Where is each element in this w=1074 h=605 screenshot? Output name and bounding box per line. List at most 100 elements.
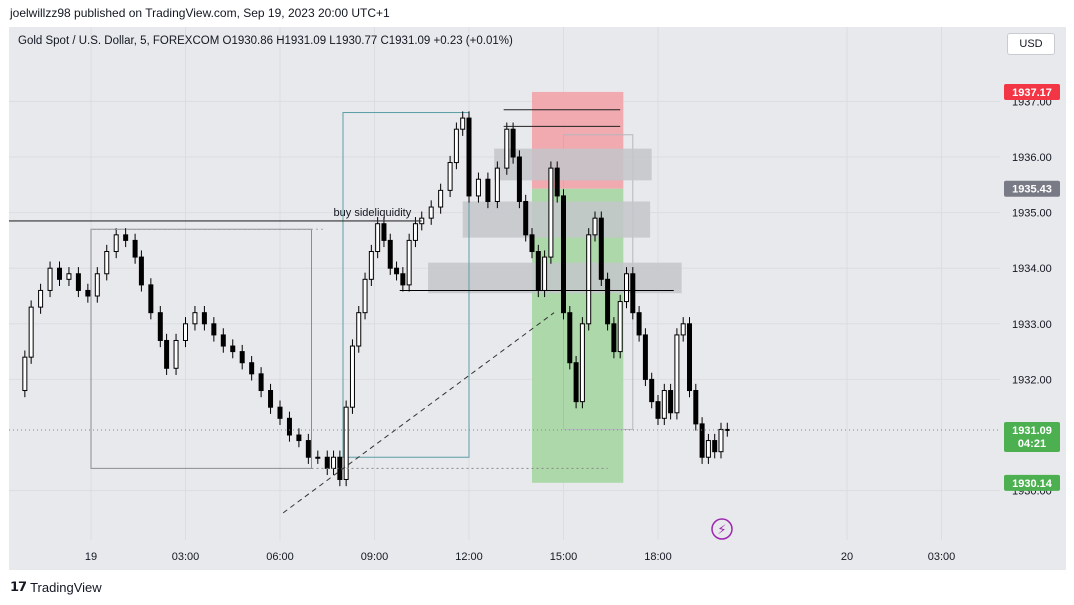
y-tick-label: 1935.00: [1012, 208, 1052, 220]
candle-body: [567, 312, 573, 364]
candle-body: [510, 128, 516, 158]
candle-body: [201, 312, 207, 325]
x-tick-label: 15:00: [550, 551, 578, 563]
candle-body: [57, 267, 62, 280]
candle-body: [617, 301, 623, 353]
candle-body: [94, 273, 100, 297]
candle-body: [268, 390, 274, 408]
candle-body: [712, 440, 718, 453]
lightning-icon: [711, 518, 733, 540]
dashed-trendline: [282, 312, 555, 514]
y-tick-label: 1932.00: [1012, 374, 1052, 386]
candle-body: [674, 334, 680, 414]
x-tick-label: 03:00: [928, 551, 956, 563]
candle-body: [630, 273, 636, 314]
candle-body: [554, 167, 560, 197]
candle-body: [561, 195, 566, 314]
candle-body: [85, 289, 91, 297]
candle-body: [438, 189, 444, 208]
candle-body: [611, 323, 617, 353]
grey-box-3: [428, 262, 682, 294]
candle-body: [362, 278, 368, 314]
time-axis: 19 03:00 06:00 09:00 12:00 15:00 18:00 20 03:00: [85, 551, 955, 563]
candle-body: [605, 278, 611, 325]
candle-body: [286, 417, 292, 436]
candle-body: [394, 267, 400, 275]
candle-body: [447, 162, 453, 191]
y-tick-label: 1934.00: [1012, 263, 1052, 275]
y-tick-label: 1936.00: [1012, 152, 1052, 164]
candle-body: [132, 239, 138, 258]
candle-body: [705, 440, 711, 458]
candle-body: [466, 117, 472, 197]
candle-body: [475, 178, 481, 197]
candle-body: [687, 323, 692, 392]
price-tag-bg: [1004, 421, 1060, 452]
x-tick-label: 03:00: [172, 551, 200, 563]
candle-body: [624, 273, 629, 303]
candle-body: [655, 401, 661, 419]
candle-body: [504, 128, 510, 169]
tradingview-logo-icon: 𝟭𝟳: [10, 579, 27, 594]
candle-body: [381, 223, 387, 241]
candle-body: [387, 239, 393, 269]
price-tag-bg: [1004, 180, 1060, 197]
candle-body: [699, 423, 705, 458]
price-tag-bg: [1004, 83, 1060, 100]
drawing-layer: [90, 91, 682, 483]
candle-body: [138, 256, 144, 286]
candle-body: [680, 323, 686, 336]
x-tick-label: 06:00: [266, 551, 294, 563]
candle-body: [192, 312, 198, 325]
candle-body: [183, 323, 188, 341]
candle-body: [164, 339, 170, 369]
candle-body: [661, 390, 667, 419]
take-profit-zone: [532, 188, 624, 483]
candle-body: [239, 351, 245, 364]
candle-body: [315, 456, 321, 459]
candle-body: [542, 256, 548, 291]
price-tag-value: 1937.17: [1012, 87, 1052, 99]
publisher-line: joelwillzz98 published on TradingView.co…: [10, 6, 390, 20]
candle-body: [412, 223, 418, 241]
x-tick-label: 19: [85, 551, 97, 563]
candle-body: [157, 312, 163, 341]
candle-body: [38, 289, 44, 308]
range-box-teal: [342, 112, 470, 458]
candle-body: [123, 234, 129, 241]
candle-body: [718, 428, 724, 453]
candle-body: [375, 223, 381, 253]
candle-body: [258, 373, 264, 392]
tradingview-brand[interactable]: 𝟭𝟳 TradingView: [10, 579, 102, 595]
candle-body: [406, 239, 412, 286]
candle-body: [400, 273, 406, 286]
candle-body: [28, 306, 34, 358]
candle-body: [75, 273, 81, 291]
candle-body: [649, 378, 655, 403]
price-tag-value: 1935.43: [1012, 184, 1052, 196]
candle-body: [173, 339, 179, 369]
candle-body: [523, 200, 529, 236]
brand-label: TradingView: [30, 579, 102, 595]
y-tick-label: 1933.00: [1012, 319, 1052, 331]
candle-body: [453, 128, 459, 164]
price-tag-value: 1930.14: [1012, 478, 1053, 490]
candle-body: [368, 251, 374, 280]
price-tag-target: 1930.14: [1004, 474, 1060, 491]
currency-button[interactable]: USD: [1007, 33, 1055, 55]
candle-body: [642, 334, 648, 380]
annotation-layer: buy sideliquidity ⚡: [9, 109, 1000, 540]
candle-body: [277, 406, 283, 419]
candle-body: [598, 217, 604, 280]
candle-body: [324, 456, 330, 469]
candlestick-series: [22, 111, 730, 487]
candle-body: [148, 284, 154, 314]
candle-body: [305, 440, 311, 458]
grey-box-2: [462, 201, 651, 238]
candle-body: [356, 312, 362, 347]
x-tick-label: 12:00: [455, 551, 483, 563]
candle-body: [573, 362, 579, 403]
